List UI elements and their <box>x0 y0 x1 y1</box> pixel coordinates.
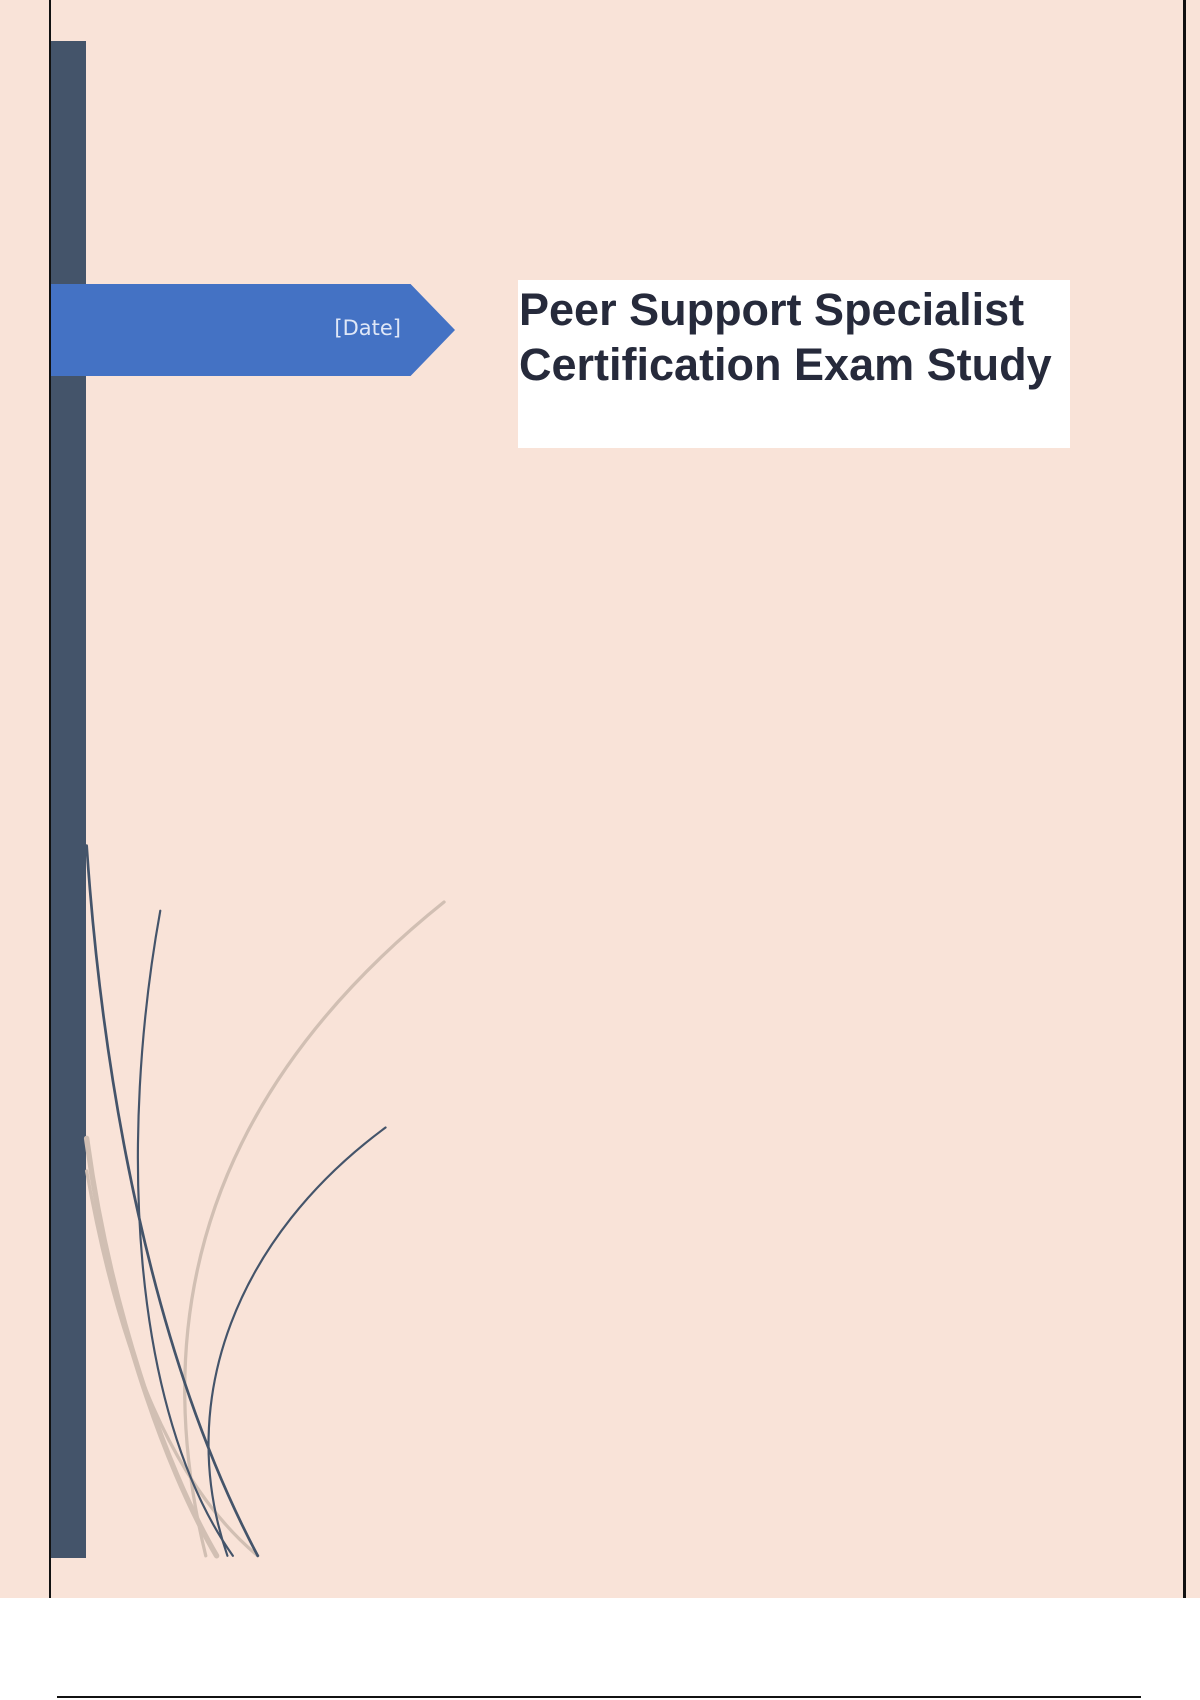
page-border-left <box>49 0 51 1598</box>
footer-rule <box>57 1696 1141 1698</box>
curve-navy-3 <box>207 1126 387 1557</box>
curve-navy-2 <box>136 909 234 1557</box>
date-placeholder[interactable]: [Date] <box>334 316 401 340</box>
curve-tan-1 <box>183 900 446 1558</box>
cover-page <box>0 0 1200 1598</box>
title-box <box>518 280 1070 448</box>
page-border-right <box>1183 0 1186 1598</box>
date-arrow-banner <box>51 284 455 376</box>
document-title[interactable]: Peer Support Specialist Certification Ex… <box>519 284 1052 390</box>
curve-tan-3 <box>85 1169 260 1558</box>
